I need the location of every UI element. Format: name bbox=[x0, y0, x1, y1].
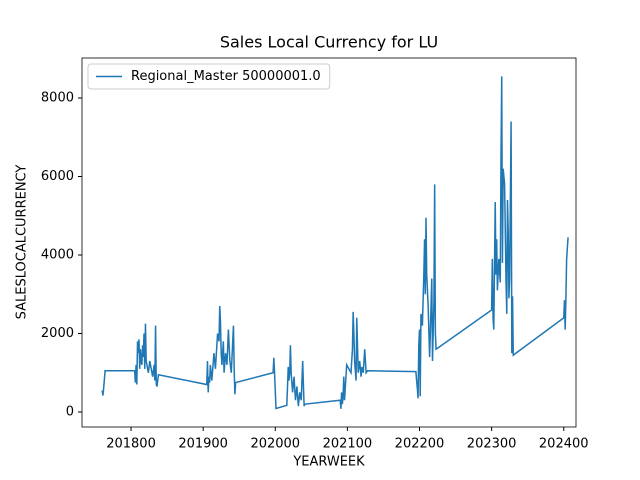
line-series bbox=[101, 76, 569, 410]
x-tick-label: 202400 bbox=[539, 437, 589, 452]
y-tick-label: 0 bbox=[66, 405, 74, 420]
y-tick-label: 8000 bbox=[41, 90, 74, 105]
chart-title: Sales Local Currency for LU bbox=[220, 33, 438, 52]
legend: Regional_Master 50000001.0 bbox=[87, 63, 331, 90]
y-tick-label: 2000 bbox=[41, 326, 74, 341]
y-tick-label: 4000 bbox=[41, 248, 74, 263]
x-tick-label: 202100 bbox=[323, 437, 373, 452]
legend-label: Regional_Master 50000001.0 bbox=[131, 69, 321, 84]
x-tick-label: 201800 bbox=[106, 437, 156, 452]
x-tick-label: 201900 bbox=[178, 437, 228, 452]
x-tick-label: 202200 bbox=[395, 437, 445, 452]
y-axis-label: SALESLOCALCURRENCY bbox=[15, 165, 30, 320]
x-axis-label: YEARWEEK bbox=[292, 455, 365, 470]
x-tick-label: 202300 bbox=[467, 437, 517, 452]
x-tick-label: 202000 bbox=[250, 437, 300, 452]
plot-frame bbox=[81, 57, 577, 428]
y-tick-label: 6000 bbox=[41, 169, 74, 184]
legend-box bbox=[87, 63, 331, 90]
